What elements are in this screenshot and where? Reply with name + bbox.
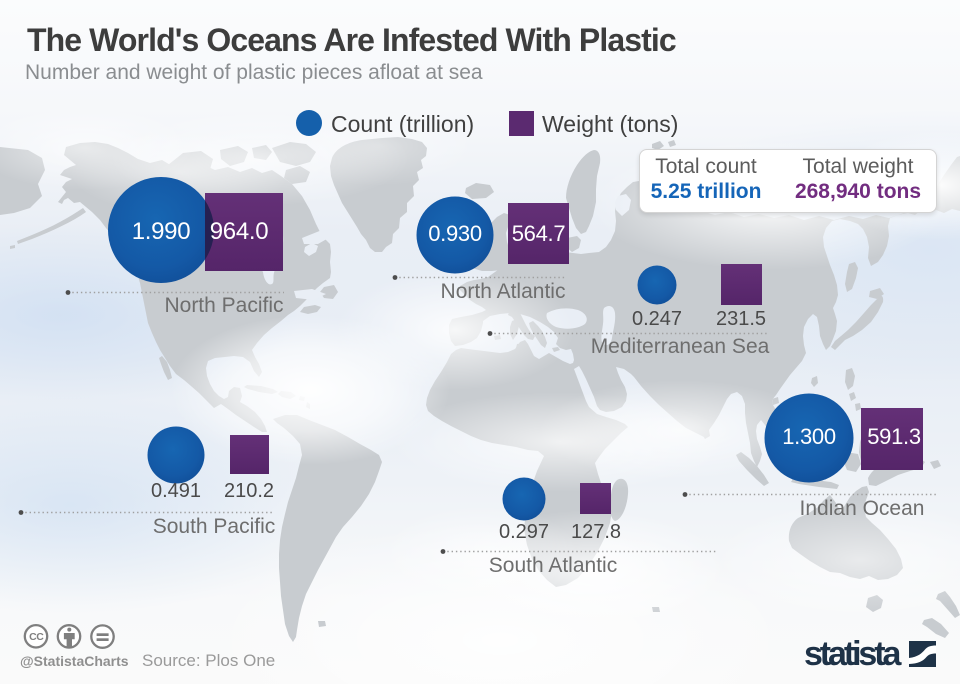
svg-text:CC: CC [29,631,44,643]
